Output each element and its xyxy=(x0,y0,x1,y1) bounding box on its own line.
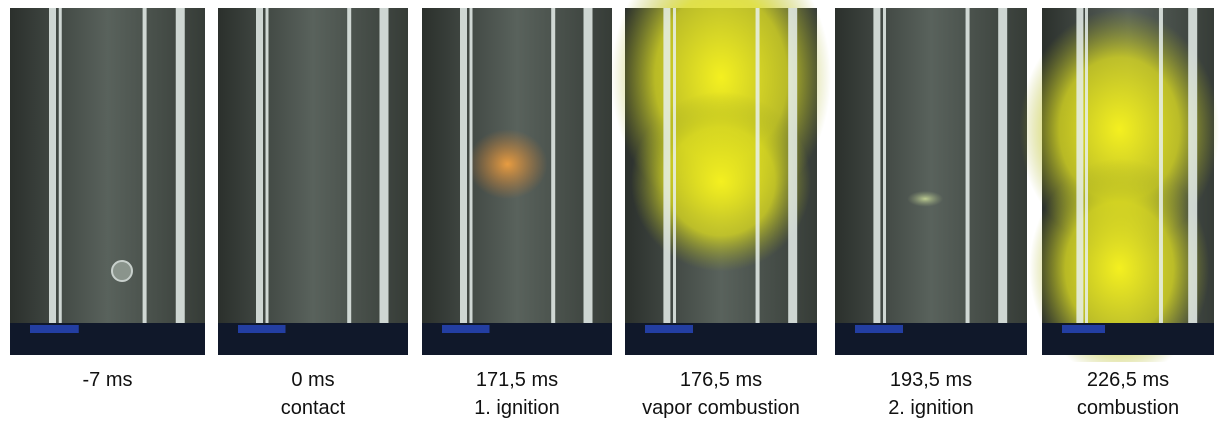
frame-label: combustion xyxy=(1076,397,1180,419)
glass-reflection xyxy=(673,8,676,325)
base-highlight xyxy=(238,325,286,333)
glass-reflection xyxy=(583,8,593,325)
frame-label: vapor combustion xyxy=(642,397,800,419)
flame-glow xyxy=(467,129,548,200)
glass-reflection xyxy=(873,8,881,325)
glass-reflection xyxy=(755,8,760,325)
frame-caption: 193,5 ms 2. ignition xyxy=(821,366,1041,422)
glass-reflection xyxy=(265,8,269,325)
glass-reflection xyxy=(883,8,886,325)
flame-glow xyxy=(631,91,811,272)
frame-time: 193,5 ms xyxy=(889,369,973,391)
glass-reflection xyxy=(1076,8,1084,325)
tube-background xyxy=(835,8,1027,355)
frame-time: 171,5 ms xyxy=(475,369,559,391)
glass-reflection xyxy=(1085,8,1088,325)
photo-frame xyxy=(10,8,205,355)
frame-label: 2. ignition xyxy=(888,397,974,419)
frame-label: contact xyxy=(280,397,346,419)
glass-reflection xyxy=(469,8,473,325)
glass-reflection xyxy=(142,8,147,325)
glass-reflection xyxy=(49,8,56,325)
flame-glow xyxy=(1029,158,1210,362)
frame-time: 226,5 ms xyxy=(1086,369,1170,391)
glass-reflection xyxy=(1158,8,1163,325)
frame-time: 176,5 ms xyxy=(679,369,763,391)
glass-reflection xyxy=(175,8,185,325)
frame-caption: -7 ms xyxy=(0,366,218,394)
base-highlight xyxy=(442,325,490,333)
frame-time: -7 ms xyxy=(82,369,133,391)
glass-reflection xyxy=(460,8,467,325)
tube-background xyxy=(218,8,408,355)
glass-reflection xyxy=(1188,8,1198,325)
frame-label: 1. ignition xyxy=(474,397,560,419)
tube-background xyxy=(10,8,205,355)
base-highlight xyxy=(30,325,79,333)
glass-reflection xyxy=(663,8,671,325)
photo-frame xyxy=(611,0,831,355)
photo-frame xyxy=(835,8,1027,355)
glass-reflection xyxy=(58,8,62,325)
frame-caption: 176,5 ms vapor combustion xyxy=(611,366,831,422)
frame-time: 0 ms xyxy=(291,369,335,391)
glass-reflection xyxy=(998,8,1008,325)
glass-reflection xyxy=(965,8,970,325)
photo-frame xyxy=(1019,8,1220,362)
glass-reflection xyxy=(256,8,263,325)
flame-glow xyxy=(907,190,944,207)
frame-caption: 0 ms contact xyxy=(203,366,423,422)
glass-reflection xyxy=(788,8,798,325)
glass-reflection xyxy=(347,8,352,325)
glass-reflection xyxy=(551,8,556,325)
droplet xyxy=(111,260,133,282)
glass-reflection xyxy=(379,8,389,325)
photo-frame xyxy=(422,8,612,355)
frame-caption: 171,5 ms 1. ignition xyxy=(407,366,627,422)
base-highlight xyxy=(855,325,903,333)
photo-frame xyxy=(218,8,408,355)
photo-sequence xyxy=(10,0,1220,362)
base-highlight xyxy=(645,325,693,333)
base-highlight xyxy=(1062,325,1105,333)
frame-caption: 226,5 ms combustion xyxy=(1018,366,1221,422)
